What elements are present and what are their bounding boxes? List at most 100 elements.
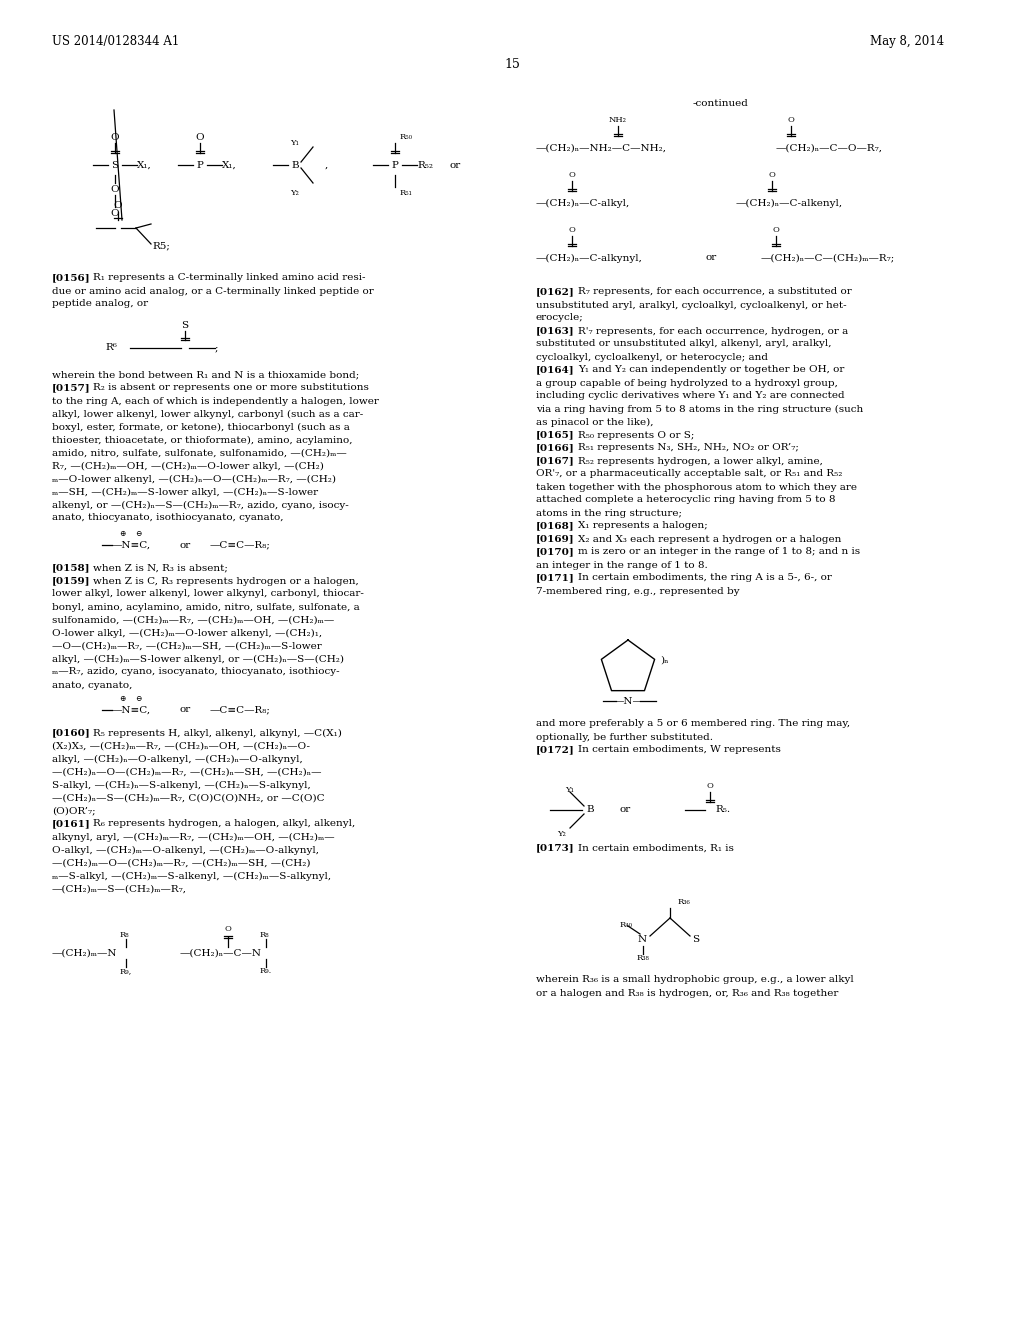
Text: Y₂: Y₂ bbox=[557, 830, 566, 838]
Text: [0171]: [0171] bbox=[536, 573, 574, 582]
Text: X₂ and X₃ each represent a hydrogen or a halogen: X₂ and X₃ each represent a hydrogen or a… bbox=[578, 535, 842, 544]
Text: S: S bbox=[181, 322, 188, 330]
Text: or: or bbox=[180, 540, 191, 549]
Text: [0162]: [0162] bbox=[536, 288, 574, 297]
Text: —N≡C,: —N≡C, bbox=[112, 540, 152, 549]
Text: wherein the bond between R₁ and N is a thioxamide bond;: wherein the bond between R₁ and N is a t… bbox=[52, 371, 359, 380]
Text: via a ring having from 5 to 8 atoms in the ring structure (such: via a ring having from 5 to 8 atoms in t… bbox=[536, 404, 863, 413]
Text: May 8, 2014: May 8, 2014 bbox=[870, 36, 944, 49]
Text: cycloalkyl, cycloalkenyl, or heterocycle; and: cycloalkyl, cycloalkenyl, or heterocycle… bbox=[536, 352, 768, 362]
Text: or: or bbox=[180, 705, 191, 714]
Text: S-alkyl, —(CH₂)ₙ—S-alkenyl, —(CH₂)ₙ—S-alkynyl,: S-alkyl, —(CH₂)ₙ—S-alkenyl, —(CH₂)ₙ—S-al… bbox=[52, 780, 310, 789]
Text: ₘ—SH, —(CH₂)ₘ—S-lower alkyl, —(CH₂)ₙ—S-lower: ₘ—SH, —(CH₂)ₘ—S-lower alkyl, —(CH₂)ₙ—S-l… bbox=[52, 487, 318, 496]
Text: [0165]: [0165] bbox=[536, 430, 574, 440]
Text: US 2014/0128344 A1: US 2014/0128344 A1 bbox=[52, 36, 179, 49]
Text: O: O bbox=[568, 172, 575, 180]
Text: —N≡C,: —N≡C, bbox=[112, 705, 152, 714]
Text: In certain embodiments, the ring A is a 5-, 6-, or: In certain embodiments, the ring A is a … bbox=[578, 573, 831, 582]
Text: [0156]: [0156] bbox=[52, 273, 91, 282]
Text: wherein R₃₆ is a small hydrophobic group, e.g., a lower alkyl: wherein R₃₆ is a small hydrophobic group… bbox=[536, 975, 854, 985]
Text: taken together with the phosphorous atom to which they are: taken together with the phosphorous atom… bbox=[536, 483, 857, 491]
Text: when Z is N, R₃ is absent;: when Z is N, R₃ is absent; bbox=[93, 564, 228, 573]
Text: Y₁ and Y₂ can independently or together be OH, or: Y₁ and Y₂ can independently or together … bbox=[578, 366, 845, 375]
Text: anato, cyanato,: anato, cyanato, bbox=[52, 681, 132, 689]
Text: alkyl, lower alkenyl, lower alkynyl, carbonyl (such as a car-: alkyl, lower alkenyl, lower alkynyl, car… bbox=[52, 409, 364, 418]
Text: ⊖: ⊖ bbox=[135, 696, 141, 704]
Text: S: S bbox=[112, 161, 119, 169]
Text: —(CH₂)ₙ—O—(CH₂)ₘ—R₇, —(CH₂)ₙ—SH, —(CH₂)ₙ—: —(CH₂)ₙ—O—(CH₂)ₘ—R₇, —(CH₂)ₙ—SH, —(CH₂)ₙ… bbox=[52, 767, 322, 776]
Text: O: O bbox=[111, 209, 120, 218]
Text: substituted or unsubstituted alkyl, alkenyl, aryl, aralkyl,: substituted or unsubstituted alkyl, alke… bbox=[536, 339, 831, 348]
Text: R₅₂ represents hydrogen, a lower alkyl, amine,: R₅₂ represents hydrogen, a lower alkyl, … bbox=[578, 457, 823, 466]
Text: —(CH₂)ₙ—S—(CH₂)ₘ—R₇, C(O)C(O)NH₂, or —C(O)C: —(CH₂)ₙ—S—(CH₂)ₘ—R₇, C(O)C(O)NH₂, or —C(… bbox=[52, 793, 325, 803]
Text: R₉,: R₉, bbox=[120, 968, 132, 975]
Text: O: O bbox=[568, 226, 575, 234]
Text: NH₂: NH₂ bbox=[609, 116, 627, 124]
Text: when Z is C, R₃ represents hydrogen or a halogen,: when Z is C, R₃ represents hydrogen or a… bbox=[93, 577, 358, 586]
Text: —(CH₂)ₙ—NH₂—C—NH₂,: —(CH₂)ₙ—NH₂—C—NH₂, bbox=[536, 144, 667, 153]
Text: —(CH₂)ₙ—C—O—R₇,: —(CH₂)ₙ—C—O—R₇, bbox=[776, 144, 883, 153]
Text: —(CH₂)ₙ—C-alkenyl,: —(CH₂)ₙ—C-alkenyl, bbox=[736, 198, 843, 207]
Text: —(CH₂)ₙ—C—(CH₂)ₘ—R₇;: —(CH₂)ₙ—C—(CH₂)ₘ—R₇; bbox=[761, 253, 895, 263]
Text: R₃₈: R₃₈ bbox=[637, 954, 650, 962]
Text: due or amino acid analog, or a C-terminally linked peptide or: due or amino acid analog, or a C-termina… bbox=[52, 286, 374, 296]
Text: In certain embodiments, R₁ is: In certain embodiments, R₁ is bbox=[578, 843, 734, 853]
Text: )ₙ: )ₙ bbox=[660, 656, 669, 664]
Text: [0160]: [0160] bbox=[52, 729, 91, 738]
Text: anato, thiocyanato, isothiocyanato, cyanato,: anato, thiocyanato, isothiocyanato, cyan… bbox=[52, 513, 284, 523]
Text: alkenyl, or —(CH₂)ₙ—S—(CH₂)ₘ—R₇, azido, cyano, isocy-: alkenyl, or —(CH₂)ₙ—S—(CH₂)ₘ—R₇, azido, … bbox=[52, 500, 349, 510]
Text: attached complete a heterocyclic ring having from 5 to 8: attached complete a heterocyclic ring ha… bbox=[536, 495, 836, 504]
Text: R₇ represents, for each occurrence, a substituted or: R₇ represents, for each occurrence, a su… bbox=[578, 288, 852, 297]
Text: [0170]: [0170] bbox=[536, 548, 574, 557]
Text: R₅₁ represents N₃, SH₂, NH₂, NO₂ or OR’₇;: R₅₁ represents N₃, SH₂, NH₂, NO₂ or OR’₇… bbox=[578, 444, 799, 453]
Text: ;: ; bbox=[215, 343, 218, 352]
Text: R₅₀: R₅₀ bbox=[400, 133, 413, 141]
Text: —N—: —N— bbox=[613, 697, 643, 705]
Text: ,: , bbox=[325, 161, 329, 169]
Text: amido, nitro, sulfate, sulfonate, sulfonamido, —(CH₂)ₘ—: amido, nitro, sulfate, sulfonate, sulfon… bbox=[52, 449, 347, 458]
Text: unsubstituted aryl, aralkyl, cycloalkyl, cycloalkenyl, or het-: unsubstituted aryl, aralkyl, cycloalkyl,… bbox=[536, 301, 847, 309]
Text: or: or bbox=[450, 161, 461, 169]
Text: R₈: R₈ bbox=[120, 931, 130, 939]
Text: ⊖: ⊖ bbox=[135, 531, 141, 539]
Text: atoms in the ring structure;: atoms in the ring structure; bbox=[536, 508, 682, 517]
Text: OR'₇, or a pharmaceutically acceptable salt, or R₅₁ and R₅₂: OR'₇, or a pharmaceutically acceptable s… bbox=[536, 470, 843, 479]
Text: an integer in the range of 1 to 8.: an integer in the range of 1 to 8. bbox=[536, 561, 708, 569]
Text: O: O bbox=[114, 202, 122, 210]
Text: R₈: R₈ bbox=[260, 931, 269, 939]
Text: or: or bbox=[620, 805, 631, 814]
Text: boxyl, ester, formate, or ketone), thiocarbonyl (such as a: boxyl, ester, formate, or ketone), thioc… bbox=[52, 422, 350, 432]
Text: a group capable of being hydrolyzed to a hydroxyl group,: a group capable of being hydrolyzed to a… bbox=[536, 379, 838, 388]
Text: O: O bbox=[111, 132, 120, 141]
Text: R₅₂: R₅₂ bbox=[417, 161, 433, 169]
Text: [0161]: [0161] bbox=[52, 820, 91, 829]
Text: S: S bbox=[692, 936, 699, 945]
Text: as pinacol or the like),: as pinacol or the like), bbox=[536, 417, 653, 426]
Text: R'₇ represents, for each occurrence, hydrogen, or a: R'₇ represents, for each occurrence, hyd… bbox=[578, 326, 848, 335]
Text: [0173]: [0173] bbox=[536, 843, 574, 853]
Text: X₁ represents a halogen;: X₁ represents a halogen; bbox=[578, 521, 708, 531]
Text: O: O bbox=[196, 132, 205, 141]
Text: —(CH₂)ₙ—C-alkyl,: —(CH₂)ₙ—C-alkyl, bbox=[536, 198, 630, 207]
Text: [0172]: [0172] bbox=[536, 746, 574, 755]
Text: —O—(CH₂)ₘ—R₇, —(CH₂)ₘ—SH, —(CH₂)ₘ—S-lower: —O—(CH₂)ₘ—R₇, —(CH₂)ₘ—SH, —(CH₂)ₘ—S-lowe… bbox=[52, 642, 322, 651]
Text: —C≡C—R₈;: —C≡C—R₈; bbox=[210, 540, 271, 549]
Text: (O)OR’₇;: (O)OR’₇; bbox=[52, 807, 95, 816]
Text: [0157]: [0157] bbox=[52, 384, 91, 392]
Text: In certain embodiments, W represents: In certain embodiments, W represents bbox=[578, 746, 781, 755]
Text: or: or bbox=[706, 253, 717, 263]
Text: R5;: R5; bbox=[152, 242, 170, 251]
Text: [0167]: [0167] bbox=[536, 457, 574, 466]
Text: N: N bbox=[637, 936, 646, 945]
Text: [0159]: [0159] bbox=[52, 577, 90, 586]
Text: R₂ is absent or represents one or more substitutions: R₂ is absent or represents one or more s… bbox=[93, 384, 369, 392]
Text: R⁶: R⁶ bbox=[105, 343, 117, 352]
Text: optionally, be further substituted.: optionally, be further substituted. bbox=[536, 733, 713, 742]
Text: B: B bbox=[586, 805, 594, 814]
Text: R₁ represents a C-terminally linked amino acid resi-: R₁ represents a C-terminally linked amin… bbox=[93, 273, 366, 282]
Text: O: O bbox=[111, 185, 120, 194]
Text: (X₂)X₃, —(CH₂)ₘ—R₇, —(CH₂)ₙ—OH, —(CH₂)ₙ—O-: (X₂)X₃, —(CH₂)ₘ—R₇, —(CH₂)ₙ—OH, —(CH₂)ₙ—… bbox=[52, 742, 310, 751]
Text: [0166]: [0166] bbox=[536, 444, 574, 453]
Text: ⊕: ⊕ bbox=[119, 531, 125, 539]
Text: and more preferably a 5 or 6 membered ring. The ring may,: and more preferably a 5 or 6 membered ri… bbox=[536, 719, 850, 729]
